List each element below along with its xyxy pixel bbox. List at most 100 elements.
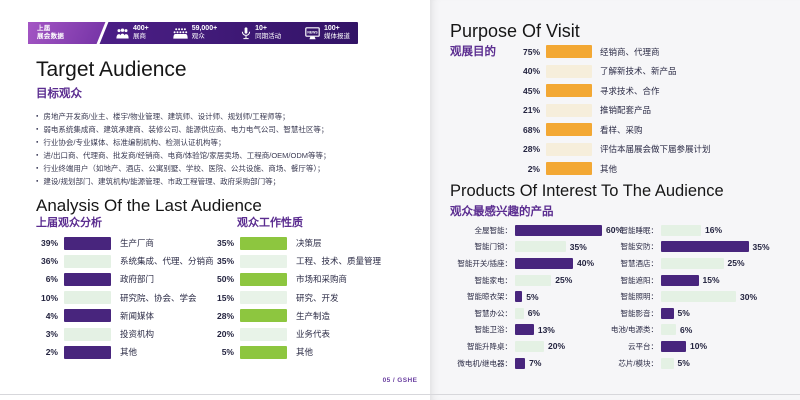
row-label: 全屋智能： (474, 225, 513, 235)
exhibition-stats-bar: 上届 展会数据 400+ 展商 (28, 22, 358, 44)
row-bar (546, 64, 592, 78)
row-bar (661, 257, 724, 269)
row-bar (64, 254, 111, 268)
row-bar (515, 257, 573, 269)
row-percent: 5% (221, 347, 234, 358)
chart-row: 10% 研究院、协会、学会 (34, 289, 234, 307)
row-percent: 15% (702, 275, 720, 286)
row-bar (515, 274, 552, 286)
stat-label: 观众 (191, 33, 205, 41)
chart-row: 智能门锁： 35% (438, 239, 623, 256)
row-label: 评估本届展会做下届参展计划 (600, 144, 711, 155)
audience-bullet: 行业终端用户（如地产、酒店、公寓别墅、学校、医院、公共设施、商场、餐厅等）； (36, 165, 418, 173)
chart-row: 2% 其他 (34, 343, 234, 361)
row-percent: 3% (45, 329, 58, 340)
row-label: 工程、技术、质量管理 (296, 256, 382, 267)
row-label: 看样、采购 (600, 124, 643, 135)
purpose-title: Purpose Of Visit (450, 21, 580, 41)
stat-exhibitors: 400+ 展商 (116, 25, 149, 42)
row-bar (240, 291, 287, 305)
stat-label: 媒体报道 (324, 33, 350, 41)
chart-row: 36% 系统集成、代理、分销商 (34, 252, 234, 270)
row-percent: 36% (40, 256, 58, 267)
row-bar (64, 327, 111, 341)
row-bar (515, 241, 566, 253)
row-percent: 2% (45, 347, 58, 358)
audience-bullet: 房地产开发商/业主、楼宇/物业管理、建筑师、设计师、规划师/工程师等； (36, 113, 418, 121)
stat-value: 100+ (324, 24, 340, 32)
row-percent: 35% (752, 241, 770, 252)
row-percent: 7% (529, 358, 542, 369)
row-percent: 2% (527, 163, 540, 174)
chart-row: 68% 看样、采购 (462, 120, 711, 140)
chart-row: 智能开关/插座： 40% (438, 255, 623, 272)
row-bar (546, 162, 592, 176)
row-label: 智能遮阳： (620, 275, 659, 285)
row-percent: 25% (555, 275, 573, 286)
row-bar (240, 272, 287, 286)
audience-bullet: 建设/规划部门、建筑机构/能源管理、市政工程管理、政府采购部门等； (36, 178, 418, 186)
audience-bullet: 进/出口商、代理商、批发商/经销商、电商/体验馆/家居卖场、工程商/OEM/OD… (36, 152, 418, 160)
row-label: 其他 (120, 347, 138, 358)
row-percent: 39% (40, 238, 58, 249)
row-percent: 10% (40, 292, 58, 303)
chart-row: 28% 生产制造 (210, 307, 428, 325)
row-label: 云平台： (628, 341, 658, 351)
row-label: 微电机/继电器： (457, 358, 512, 368)
row-percent: 35% (216, 238, 234, 249)
row-bar (661, 340, 686, 352)
row-percent: 21% (522, 105, 540, 116)
stats-tab-line2: 展会数据 (37, 33, 65, 40)
svg-text:NEWS: NEWS (307, 30, 318, 34)
row-percent: 60% (606, 225, 624, 236)
chart-row: 35% 工程、技术、质量管理 (210, 252, 428, 270)
target-audience-section: Target Audience 目标观众 房地产开发商/业主、楼宇/物业管理、建… (36, 58, 418, 191)
row-label: 寻求技术、合作 (600, 85, 660, 96)
chart-row: 智能影音： 5% (584, 305, 770, 322)
stat-visitors: 59,000+ 观众 (172, 25, 217, 42)
target-audience-subtitle: 目标观众 (36, 88, 82, 100)
chart-row: 15% 研究、开发 (210, 289, 428, 307)
stat-value: 10+ (255, 24, 267, 32)
row-bar (661, 307, 674, 319)
row-percent: 28% (216, 310, 234, 321)
row-label: 投资机构 (120, 329, 155, 340)
chart-row: 75% 经销商、代理商 (462, 42, 711, 62)
row-bar (64, 345, 111, 359)
stat-media: NEWS 100+ 媒体报道 (305, 25, 350, 42)
analysis-left-subtitle: 上届观众分析 (36, 217, 102, 229)
row-bar (515, 357, 526, 369)
row-label: 智能卫浴： (474, 325, 513, 335)
row-percent: 75% (522, 46, 540, 57)
row-label: 智慧办公： (474, 308, 513, 318)
audience-analysis-chart: 上届观众分析 39% 生产厂商 36% 系统集成、代理、分销商 6% 政府部门 10%… (34, 214, 234, 361)
row-label: 其他 (296, 347, 314, 358)
chart-row: 45% 寻求技术、合作 (462, 81, 711, 101)
visitors-icon (172, 27, 188, 39)
row-percent: 4% (45, 310, 58, 321)
chart-row: 智慧办公： 6% (438, 305, 623, 322)
chart-row: 40% 了解新技术、新产品 (462, 62, 711, 82)
row-label: 研究、开发 (296, 292, 339, 303)
products-chart-left: 全屋智能： 60% 智能门锁： 35% 智能开关/插座： 40% 智能家电： 25% 智… (438, 222, 623, 371)
chart-row: 电池/电源类： 6% (584, 322, 770, 339)
chart-row: 智能安防： 35% (584, 239, 770, 256)
row-bar (240, 327, 287, 341)
row-percent: 30% (740, 291, 758, 302)
products-chart-right: 智能睡眠： 16% 智能安防： 35% 智慧酒店： 25% 智能遮阳： 15% 智能照明… (584, 222, 770, 371)
products-subtitle: 观众最感兴趣的产品 (450, 206, 554, 218)
row-label: 智能晾衣架： (467, 292, 512, 302)
row-bar (546, 45, 592, 59)
products-title: Products Of Interest To The Audience (450, 182, 724, 200)
row-label: 新闻媒体 (120, 310, 155, 321)
stat-events: 10+ 同期活动 (241, 25, 281, 42)
row-bar (515, 324, 534, 336)
row-label: 政府部门 (120, 274, 155, 285)
row-label: 生产制造 (296, 310, 331, 321)
purpose-chart: 75% 经销商、代理商 40% 了解新技术、新产品 45% 寻求技术、合作 21% 推销… (462, 42, 711, 179)
row-percent: 5% (677, 358, 690, 369)
purpose-subtitle: 观展目的 (450, 46, 496, 58)
row-label: 推销配套产品 (600, 105, 652, 116)
page-number: 05 / GSHE (382, 377, 418, 384)
